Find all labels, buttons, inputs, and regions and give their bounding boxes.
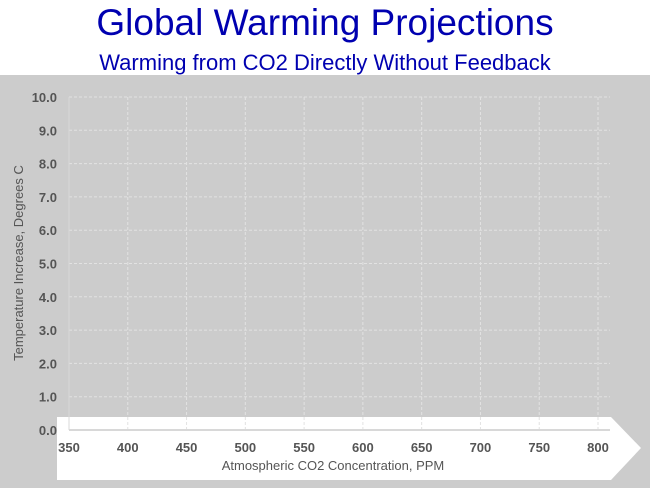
y-tick-label: 0.0 <box>39 423 57 438</box>
x-tick-label: 700 <box>470 440 492 455</box>
y-tick-label: 1.0 <box>39 390 57 405</box>
x-tick-label: 400 <box>117 440 139 455</box>
y-tick-label: 10.0 <box>32 90 57 105</box>
x-tick-label: 600 <box>352 440 374 455</box>
y-tick-label: 9.0 <box>39 123 57 138</box>
chart-subtitle: Warming from CO2 Directly Without Feedba… <box>99 50 551 75</box>
x-tick-label: 650 <box>411 440 433 455</box>
y-tick-label: 4.0 <box>39 290 57 305</box>
x-tick-label: 500 <box>234 440 256 455</box>
x-tick-label: 450 <box>176 440 198 455</box>
y-tick-label: 6.0 <box>39 223 57 238</box>
x-tick-label: 550 <box>293 440 315 455</box>
x-tick-label: 750 <box>528 440 550 455</box>
y-tick-label: 3.0 <box>39 323 57 338</box>
x-tick-label: 800 <box>587 440 609 455</box>
y-tick-label: 5.0 <box>39 257 57 272</box>
y-tick-label: 2.0 <box>39 356 57 371</box>
x-tick-label: 350 <box>58 440 80 455</box>
y-tick-label: 7.0 <box>39 190 57 205</box>
y-tick-label: 8.0 <box>39 157 57 172</box>
x-axis-arrow-band <box>57 417 641 480</box>
y-axis-label: Temperature Increase, Degrees C <box>11 165 26 361</box>
chart-title: Global Warming Projections <box>96 2 554 43</box>
x-axis-label: Atmospheric CO2 Concentration, PPM <box>222 458 445 473</box>
